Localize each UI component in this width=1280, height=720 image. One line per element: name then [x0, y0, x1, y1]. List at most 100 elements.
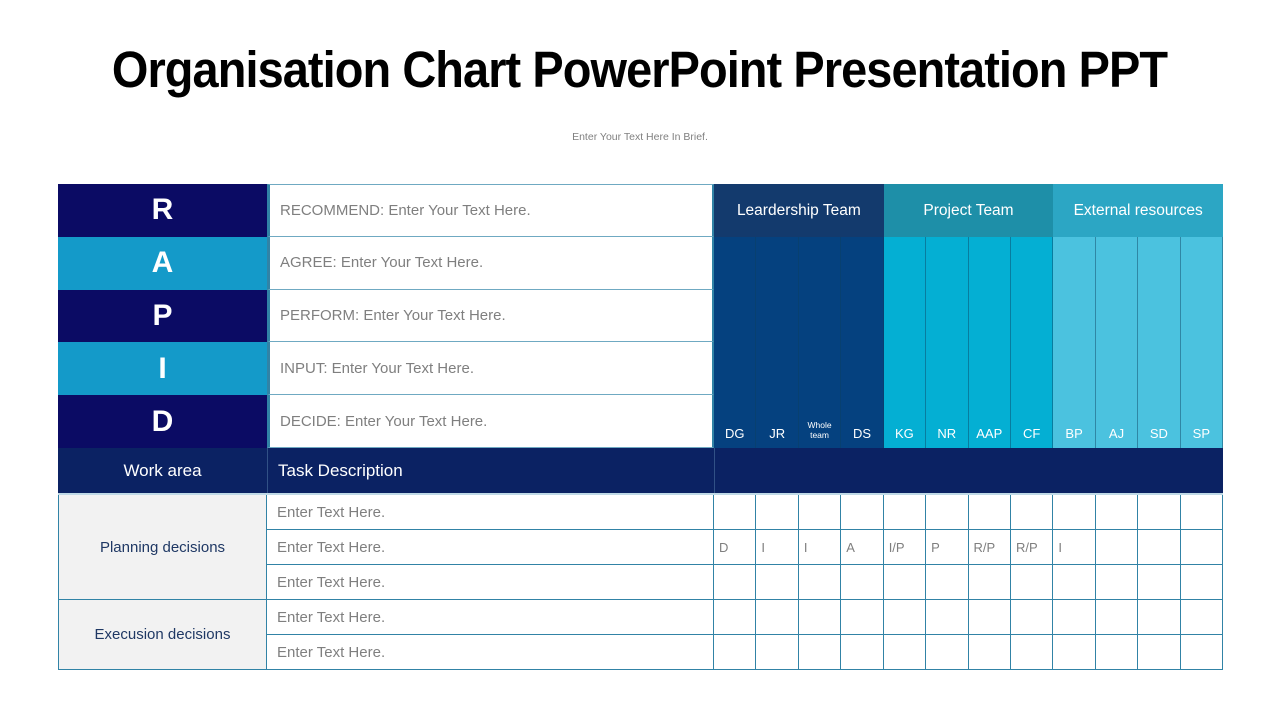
- member-label: DG: [724, 425, 745, 441]
- raci-cell[interactable]: [756, 600, 799, 635]
- raci-cell[interactable]: R/P: [968, 530, 1011, 565]
- task-cell[interactable]: Enter Text Here.: [267, 530, 714, 565]
- raci-cell[interactable]: [883, 565, 927, 600]
- raci-cell[interactable]: D: [714, 530, 757, 565]
- work-area-planning[interactable]: Planning decisions: [58, 495, 267, 600]
- member-label: BP: [1065, 425, 1083, 441]
- raci-cell[interactable]: [968, 565, 1011, 600]
- raci-cell[interactable]: [1095, 600, 1139, 635]
- raci-cell[interactable]: I: [798, 530, 842, 565]
- matrix-row: [714, 635, 1224, 670]
- raci-cell[interactable]: [1010, 565, 1054, 600]
- rapid-desc-agree[interactable]: AGREE: Enter Your Text Here.: [267, 236, 714, 290]
- raci-cell[interactable]: I/P: [883, 530, 927, 565]
- raci-cell[interactable]: [1138, 635, 1181, 670]
- work-area-header: Work area: [123, 460, 202, 480]
- raci-cell[interactable]: [841, 600, 884, 635]
- raci-cell[interactable]: [968, 600, 1011, 635]
- raci-cell[interactable]: [1180, 635, 1224, 670]
- raci-cell[interactable]: [926, 565, 969, 600]
- task-cell[interactable]: Enter Text Here.: [267, 565, 714, 600]
- member-label: SP: [1192, 425, 1211, 441]
- member-col-kg: KG: [883, 237, 927, 448]
- raci-cell[interactable]: A: [841, 530, 884, 565]
- team-header-external: External resources: [1053, 184, 1224, 237]
- raci-cell[interactable]: [883, 600, 927, 635]
- raci-cell[interactable]: I: [756, 530, 799, 565]
- raci-cell[interactable]: [926, 635, 969, 670]
- raci-cell[interactable]: [1138, 530, 1181, 565]
- task-cell[interactable]: Enter Text Here.: [267, 635, 714, 670]
- raci-cell[interactable]: [1180, 495, 1224, 530]
- rapid-desc-input[interactable]: INPUT: Enter Your Text Here.: [267, 342, 714, 396]
- rapid-desc-decide[interactable]: DECIDE: Enter Your Text Here.: [267, 395, 714, 448]
- raci-cell[interactable]: [756, 635, 799, 670]
- raci-cell[interactable]: [883, 635, 927, 670]
- raci-cell[interactable]: P: [926, 530, 969, 565]
- member-label: AJ: [1108, 425, 1125, 441]
- raci-cell[interactable]: [968, 635, 1011, 670]
- raci-cell[interactable]: [714, 600, 757, 635]
- raci-cell[interactable]: R/P: [1010, 530, 1054, 565]
- member-col-dg: DG: [714, 237, 757, 448]
- raci-cell[interactable]: [1138, 600, 1181, 635]
- member-col-aap: AAP: [968, 237, 1011, 448]
- rapid-letter-p: P: [58, 289, 267, 343]
- raci-cell[interactable]: [1180, 530, 1224, 565]
- raci-cell[interactable]: [1053, 565, 1096, 600]
- member-columns: DG JR Whole team DS KG NR AAP CF BP AJ S…: [714, 237, 1224, 448]
- raci-cell[interactable]: [841, 565, 884, 600]
- slide-subtitle[interactable]: Enter Your Text Here In Brief.: [572, 131, 708, 143]
- raci-cell[interactable]: [1095, 495, 1139, 530]
- member-col-sd: SD: [1138, 237, 1181, 448]
- raci-cell[interactable]: [1095, 530, 1139, 565]
- rapid-row-decide: D DECIDE: Enter Your Text Here.: [58, 395, 714, 448]
- raci-cell[interactable]: [1095, 635, 1139, 670]
- member-col-aj: AJ: [1095, 237, 1139, 448]
- raci-cell[interactable]: [756, 565, 799, 600]
- rapid-desc-perform[interactable]: PERFORM: Enter Your Text Here.: [267, 289, 714, 343]
- raci-cell[interactable]: [1138, 565, 1181, 600]
- raci-cell[interactable]: [968, 495, 1011, 530]
- raci-cell[interactable]: [1180, 600, 1224, 635]
- raci-cell[interactable]: [1180, 565, 1224, 600]
- member-col-nr: NR: [926, 237, 969, 448]
- raci-cell[interactable]: [1053, 635, 1096, 670]
- raci-cell[interactable]: [798, 600, 842, 635]
- rapid-desc-recommend[interactable]: RECOMMEND: Enter Your Text Here.: [267, 184, 714, 237]
- raci-cell[interactable]: [714, 495, 757, 530]
- rapid-row-perform: P PERFORM: Enter Your Text Here.: [58, 289, 714, 343]
- task-cell[interactable]: Enter Text Here.: [267, 495, 714, 530]
- member-label: DS: [852, 425, 871, 441]
- raci-cell[interactable]: [714, 635, 757, 670]
- raci-cell[interactable]: [926, 495, 969, 530]
- raci-cell[interactable]: I: [1053, 530, 1096, 565]
- rapid-top-section: R RECOMMEND: Enter Your Text Here. A AGR…: [58, 184, 1224, 448]
- matrix-row: D I I A I/P P R/P R/P I: [714, 530, 1224, 565]
- raci-cell[interactable]: [756, 495, 799, 530]
- raci-cell[interactable]: [798, 495, 842, 530]
- raci-cell[interactable]: [1010, 635, 1054, 670]
- raci-cell[interactable]: [926, 600, 969, 635]
- raci-cell[interactable]: [1010, 495, 1054, 530]
- raci-cell[interactable]: [883, 495, 927, 530]
- task-matrix-body: Planning decisions Execusion decisions E…: [58, 493, 1224, 670]
- raci-cell[interactable]: [714, 565, 757, 600]
- raci-cell[interactable]: [1010, 600, 1054, 635]
- raci-cell[interactable]: [1095, 565, 1139, 600]
- raci-cell[interactable]: [1138, 495, 1181, 530]
- raci-cell[interactable]: [1053, 600, 1096, 635]
- raci-cell[interactable]: [841, 635, 884, 670]
- raci-cell[interactable]: [1053, 495, 1096, 530]
- rapid-letter-d: D: [58, 395, 267, 448]
- work-area-execution[interactable]: Execusion decisions: [58, 600, 267, 670]
- raci-cell[interactable]: [798, 635, 842, 670]
- raci-cell[interactable]: [798, 565, 842, 600]
- rapid-row-agree: A AGREE: Enter Your Text Here.: [58, 236, 714, 290]
- raci-cell[interactable]: [841, 495, 884, 530]
- team-headers: Leardership Team Project Team External r…: [714, 184, 1224, 237]
- member-label: JR: [769, 425, 786, 441]
- slide-title: Organisation Chart PowerPoint Presentati…: [112, 41, 1168, 98]
- task-cell[interactable]: Enter Text Here.: [267, 600, 714, 635]
